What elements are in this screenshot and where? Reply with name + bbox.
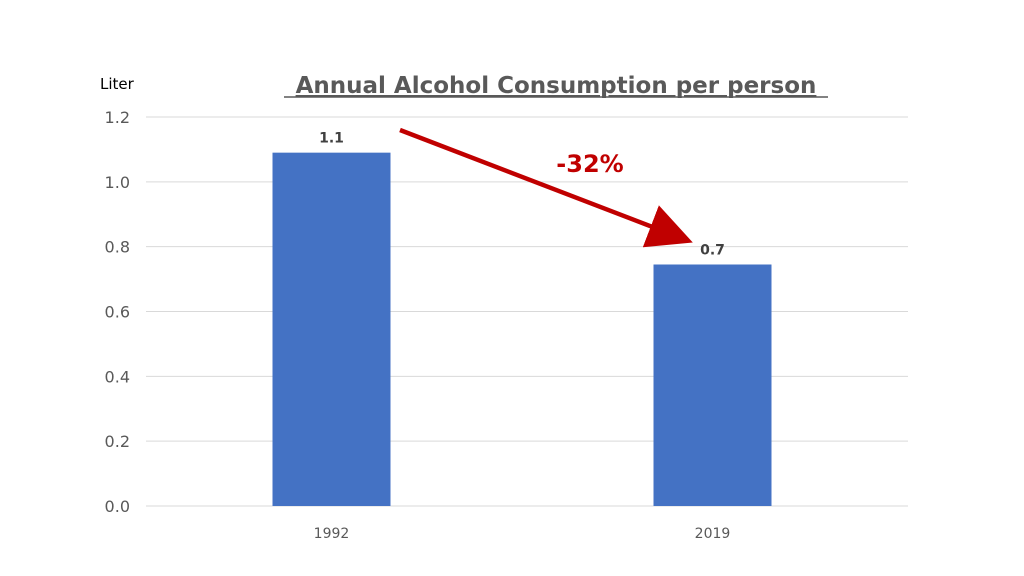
data-labels: 1.1 0.7 (319, 131, 725, 259)
x-axis-ticks: 1992 2019 (314, 526, 731, 542)
decrease-arrow (399, 127, 693, 248)
y-tick-label: 0.2 (105, 432, 130, 451)
y-tick-label: 0.0 (105, 497, 130, 516)
y-tick-label: 1.2 (105, 108, 130, 127)
data-label-1992: 1.1 (319, 131, 344, 147)
y-tick-label: 0.6 (105, 303, 130, 322)
y-tick-label: 0.4 (105, 367, 130, 386)
gridlines (146, 116, 908, 507)
bars (272, 152, 772, 507)
bar-2019 (653, 264, 772, 506)
x-tick-label-1992: 1992 (314, 526, 350, 542)
y-tick-label: 0.8 (105, 238, 130, 257)
y-tick-label: 1.0 (105, 173, 130, 192)
chart-title: Annual Alcohol Consumption per person (296, 73, 817, 99)
change-annotation: -32% (556, 150, 623, 178)
bar-1992 (272, 152, 391, 507)
y-axis-label: Liter (100, 75, 135, 93)
x-tick-label-2019: 2019 (695, 526, 731, 542)
data-label-2019: 0.7 (700, 242, 725, 258)
y-axis-ticks: 0.0 0.2 0.4 0.6 0.8 1.0 1.2 (105, 108, 130, 516)
